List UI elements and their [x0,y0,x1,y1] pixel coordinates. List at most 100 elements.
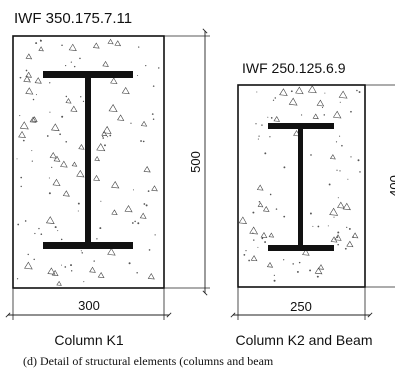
k2-width-dimension: 250 [230,287,373,320]
aggregate-mark [107,247,116,256]
aggregate-dot [300,114,303,116]
section-k1: IWF 350.175.7.11 500 300 Column K1 [5,10,210,348]
aggregate-dot [310,154,312,156]
k1-profile-label: IWF 350.175.7.11 [14,10,132,27]
aggregate-dot [356,89,358,92]
aggregate-mark [102,60,109,67]
aggregate-dot [24,220,27,222]
aggregate-dot [274,97,277,99]
aggregate-dot [261,124,263,126]
section-k2: IWF 250.125.6.9 400 250 Column K2 and Be… [230,60,395,348]
aggregate-dot [243,254,246,256]
aggregate-dot [261,237,264,240]
aggregate-dot [264,241,267,243]
aggregate-mark [51,269,59,277]
aggregate-dot [145,64,147,67]
aggregate-mark [124,205,133,213]
aggregate-dot [65,95,68,98]
aggregate-dot [100,200,102,202]
aggregate-mark [121,86,130,95]
aggregate-mark [25,71,33,78]
aggregate-dot [77,202,80,205]
aggregate-mark [143,165,151,173]
aggregate-dot [57,230,59,232]
aggregate-dot [107,136,109,138]
aggregate-mark [260,231,268,238]
aggregate-dot [48,192,51,195]
aggregate-dot [275,208,278,210]
aggregate-dot [298,261,301,264]
aggregate-dot [22,139,25,142]
aggregate-dot [102,137,105,139]
aggregate-dot [317,225,320,228]
aggregate-dot [54,226,57,229]
k2-steel-i-section [268,123,334,251]
aggregate-mark [111,209,118,216]
aggregate-dot [296,270,299,273]
aggregate-mark [266,261,274,268]
aggregate-dot [272,99,275,101]
aggregate-mark [89,266,96,273]
aggregate-dot [290,90,293,93]
aggregate-dot [337,243,339,246]
aggregate-dot [80,250,82,252]
aggregate-dot [65,140,68,143]
aggregate-dot [48,177,50,179]
aggregate-dot [337,231,340,234]
aggregate-mark [332,110,342,119]
k2-height-dimension: 400 [365,84,395,288]
aggregate-mark [346,240,354,248]
aggregate-dot [83,281,85,283]
aggregate-mark [68,43,77,51]
aggregate-mark [71,161,78,167]
aggregate-dot [359,171,361,173]
aggregate-mark [250,255,258,262]
aggregate-dot [137,75,139,77]
aggregate-dot [309,269,312,272]
aggregate-mark [107,38,114,45]
k1-steel-i-section [43,71,133,249]
aggregate-mark [314,267,323,275]
aggregate-mark [24,261,33,270]
aggregate-dot [65,64,67,67]
aggregate-dot [61,44,63,47]
aggregate-mark [317,264,325,270]
k2-top-flange [268,123,334,129]
aggregate-mark [238,216,248,224]
aggregate-dot [79,57,81,60]
aggregate-mark [273,115,281,122]
k1-width-label: 300 [78,298,100,313]
aggregate-dot [341,144,343,147]
k2-bottom-flange [268,245,334,251]
aggregate-mark [257,202,264,208]
aggregate-mark [52,178,61,186]
aggregate-mark [334,234,342,241]
aggregate-dot [77,210,79,212]
aggregate-dot [346,226,348,228]
aggregate-mark [65,98,72,104]
aggregate-mark [312,113,319,120]
aggregate-dot [19,76,22,79]
aggregate-dot [321,106,324,109]
k1-name: Column K1 [54,332,123,348]
k1-top-flange [43,71,133,78]
aggregate-dot [324,92,326,94]
aggregate-mark [329,207,339,216]
aggregate-dot [323,114,326,116]
aggregate-dot [70,264,72,267]
aggregate-dot [31,150,33,152]
k1-web [85,78,91,243]
aggregate-dot [35,94,37,96]
aggregate-dot [61,115,64,118]
aggregate-mark [102,125,112,134]
aggregate-dot [273,274,275,276]
aggregate-dot [339,170,341,172]
aggregate-dot [61,264,63,266]
aggregate-dot [138,46,140,48]
aggregate-dot [339,101,341,103]
aggregate-dot [80,96,82,98]
aggregate-mark [268,232,275,238]
k2-profile-label: IWF 250.125.6.9 [242,60,346,76]
aggregate-mark [96,143,106,152]
